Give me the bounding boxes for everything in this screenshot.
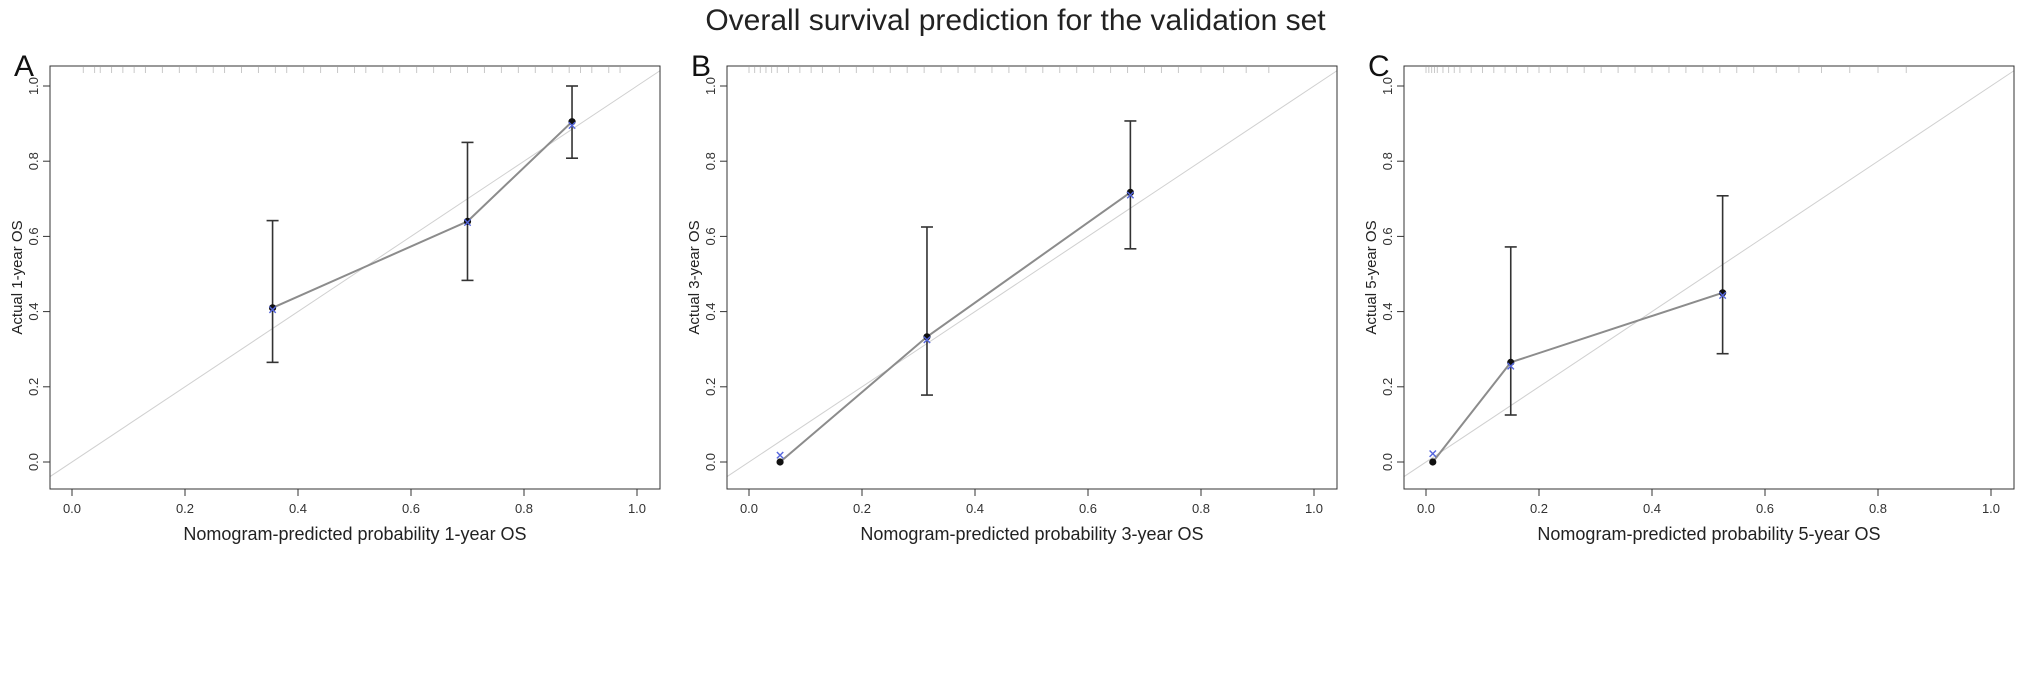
y-tick-label: 0.0: [703, 453, 718, 471]
panel-label: C: [1368, 50, 1390, 83]
y-tick-label: 0.4: [26, 303, 41, 321]
x-tick-label: 0.6: [1079, 501, 1097, 516]
calibration-line: [272, 120, 573, 309]
calibration-panel-b: B 0.0 0.2 0.4 0.6 0.8 1.0 0.0 0.2 0.4 0.6 0.8 1.0 No…: [677, 44, 1354, 693]
bias-corrected-mark: [463, 218, 472, 227]
x-tick-label: 0.6: [402, 501, 420, 516]
y-axis-label: Actual 5-year OS: [1363, 220, 1380, 334]
x-tick-label: 0.6: [1756, 501, 1774, 516]
ideal-reference-line: [727, 70, 1337, 478]
observed-point: [776, 458, 784, 466]
bias-corrected-mark: [1718, 291, 1727, 300]
calibration-plot-b: 0.0 0.2 0.4 0.6 0.8 1.0 0.0 0.2 0.4 0.6 0.8 1.0 Nomo…: [686, 65, 1338, 544]
y-tick-label: 0.2: [1380, 378, 1395, 396]
bias-corrected-mark: [1429, 450, 1437, 458]
x-tick-label: 0.2: [176, 501, 194, 516]
bias-corrected-mark: [1507, 362, 1515, 370]
y-tick-label: 0.0: [26, 453, 41, 471]
observed-point: [463, 217, 472, 225]
y-tick-label: 0.6: [1380, 227, 1395, 245]
x-tick-label: 0.8: [1192, 501, 1210, 516]
y-tick-label: 0.8: [26, 152, 41, 170]
ideal-reference-line: [1404, 70, 2014, 478]
x-axis-label: Nomogram-predicted probability 5-year OS: [1537, 524, 1880, 544]
observed-point: [1507, 358, 1515, 366]
figure-title: Overall survival prediction for the vali…: [705, 4, 1326, 37]
y-tick-label: 0.6: [26, 227, 41, 245]
calibration-panel-a: A 0.0 0.2 0.4 0.6 0.8 1.0 0.0 0.2 0.4 0.6 0.8 1.0 No…: [0, 44, 677, 693]
plot-area: [727, 67, 1337, 478]
bias-corrected-mark: [568, 121, 576, 130]
plot-frame: [49, 65, 661, 490]
panel-label: B: [691, 50, 712, 83]
y-tick-label: 0.8: [1380, 152, 1395, 170]
y-axis-label: Actual 3-year OS: [686, 220, 703, 334]
plot-frame: [726, 65, 1338, 490]
x-axis-label: Nomogram-predicted probability 1-year OS: [183, 524, 526, 544]
ideal-reference-line: [50, 70, 660, 478]
x-axis-label: Nomogram-predicted probability 3-year OS: [860, 524, 1203, 544]
x-tick-label: 0.8: [515, 501, 533, 516]
y-tick-label: 1.0: [703, 77, 718, 95]
observed-point: [1429, 458, 1437, 466]
y-tick-label: 0.4: [1380, 303, 1395, 321]
bias-corrected-mark: [923, 336, 931, 344]
x-tick-label: 0.4: [966, 501, 984, 516]
calibration-plot-c: 0.0 0.2 0.4 0.6 0.8 1.0 0.0 0.2 0.4 0.6 0.8 1.0 Nomo…: [1363, 65, 2015, 544]
x-tick-label: 1.0: [1982, 501, 2000, 516]
x-tick-label: 1.0: [628, 501, 646, 516]
plot-area: [1404, 67, 2014, 478]
plot-frame: [1403, 65, 2015, 490]
y-tick-label: 0.2: [703, 378, 718, 396]
y-tick-label: 0.0: [1380, 453, 1395, 471]
x-tick-label: 0.4: [1643, 501, 1661, 516]
x-tick-label: 0.2: [1530, 501, 1548, 516]
x-tick-label: 0.0: [1417, 501, 1435, 516]
calibration-panel-c: C 0.0 0.2 0.4 0.6 0.8 1.0 0.0 0.2 0.4 0.6 0.8 1.0 No…: [1354, 44, 2031, 693]
y-tick-label: 0.6: [703, 227, 718, 245]
calibration-line: [779, 191, 1131, 463]
y-tick-label: 1.0: [26, 77, 41, 95]
y-tick-label: 0.8: [703, 152, 718, 170]
y-axis-label: Actual 1-year OS: [9, 220, 26, 334]
calibration-plot-a: 0.0 0.2 0.4 0.6 0.8 1.0 0.0 0.2 0.4 0.6 0.8 1.0 Nomo…: [9, 65, 661, 544]
calibration-line: [1431, 291, 1723, 463]
plot-area: [50, 67, 660, 478]
y-tick-label: 0.4: [703, 303, 718, 321]
panel-label: A: [14, 50, 35, 83]
y-tick-label: 0.2: [26, 378, 41, 396]
bias-corrected-mark: [1126, 191, 1135, 199]
observed-point: [568, 118, 576, 126]
bias-corrected-mark: [776, 451, 784, 459]
x-tick-label: 0.8: [1869, 501, 1887, 516]
x-tick-label: 0.4: [289, 501, 307, 516]
bias-corrected-mark: [268, 306, 277, 314]
x-tick-label: 0.0: [740, 501, 758, 516]
y-tick-label: 1.0: [1380, 77, 1395, 95]
x-tick-label: 0.0: [63, 501, 81, 516]
x-tick-label: 1.0: [1305, 501, 1323, 516]
observed-point: [268, 304, 277, 312]
x-tick-label: 0.2: [853, 501, 871, 516]
